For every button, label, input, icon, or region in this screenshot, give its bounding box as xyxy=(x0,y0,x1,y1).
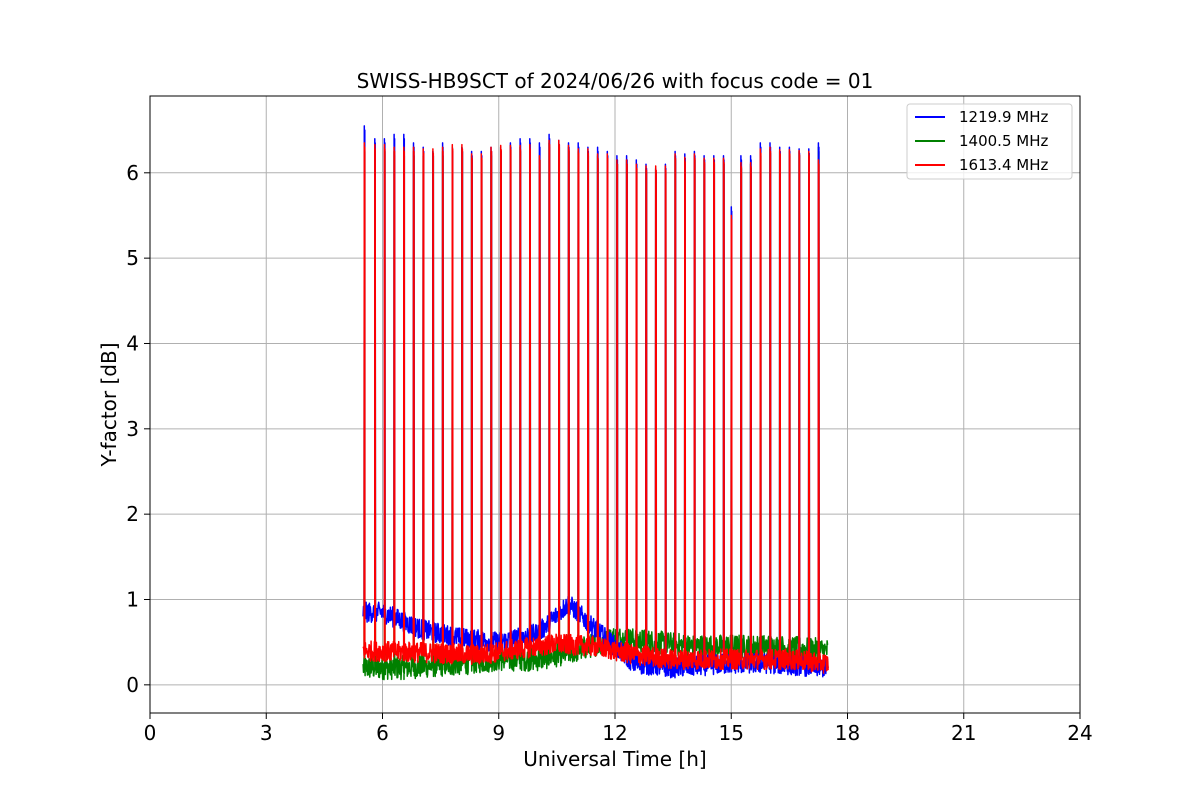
x-tick-label: 0 xyxy=(144,721,157,745)
x-tick-label: 24 xyxy=(1067,721,1092,745)
x-tick-label: 12 xyxy=(602,721,627,745)
y-tick-label: 2 xyxy=(126,502,139,526)
x-tick-label: 3 xyxy=(260,721,273,745)
y-tick-label: 5 xyxy=(126,246,139,270)
y-axis-label: Y-factor [dB] xyxy=(97,342,121,467)
x-tick-label: 15 xyxy=(719,721,744,745)
x-tick-label: 9 xyxy=(492,721,505,745)
y-tick-label: 0 xyxy=(126,673,139,697)
chart-title: SWISS-HB9SCT of 2024/06/26 with focus co… xyxy=(357,69,874,93)
x-axis-label: Universal Time [h] xyxy=(523,747,706,771)
x-tick-label: 21 xyxy=(951,721,976,745)
x-tick-label: 18 xyxy=(835,721,860,745)
x-tick-label: 6 xyxy=(376,721,389,745)
y-tick-label: 6 xyxy=(126,161,139,185)
legend-label: 1613.4 MHz xyxy=(959,156,1048,174)
legend-box xyxy=(906,103,1073,180)
legend-label: 1219.9 MHz xyxy=(959,108,1048,126)
series-layer xyxy=(362,125,829,681)
series-line-2 xyxy=(362,139,829,674)
y-tick-label: 3 xyxy=(126,417,139,441)
legend: 1219.9 MHz 1400.5 MHz 1613.4 MHz xyxy=(906,103,1073,180)
series-line-0 xyxy=(362,125,829,679)
legend-label: 1400.5 MHz xyxy=(959,132,1048,150)
y-tick-label: 4 xyxy=(126,331,139,355)
y-tick-label: 1 xyxy=(126,587,139,611)
